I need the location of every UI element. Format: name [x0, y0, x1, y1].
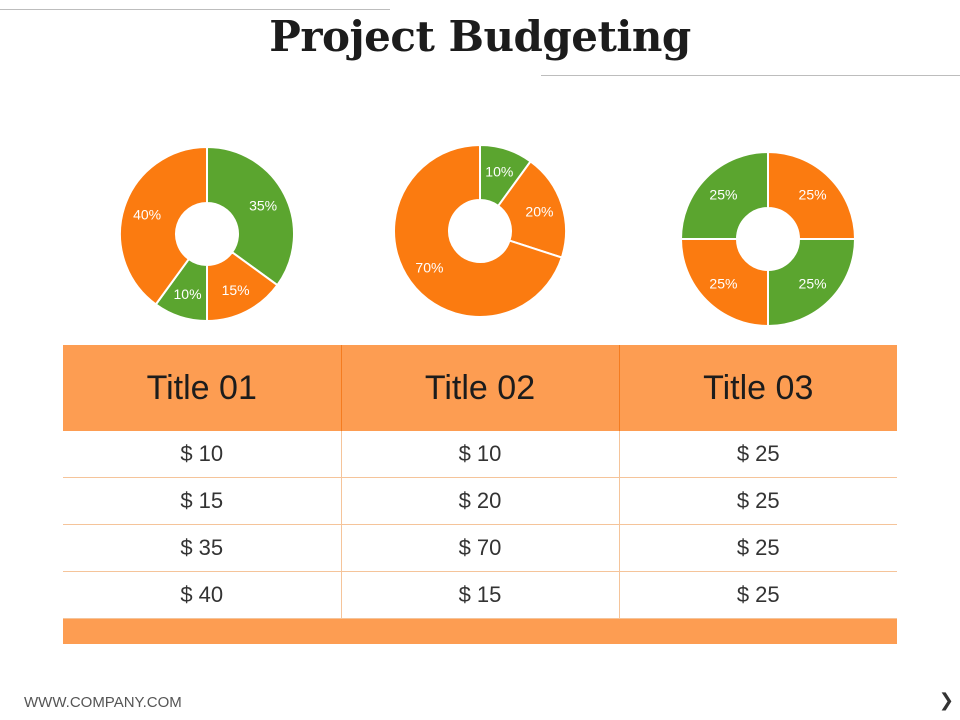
- table-cell: $ 20: [341, 477, 620, 525]
- table-cell: $ 10: [341, 431, 620, 478]
- table-cell: $ 70: [341, 524, 620, 572]
- slice-label: 25%: [709, 186, 737, 202]
- donut-slice: [119, 145, 208, 306]
- table-header-cell: Title 02: [341, 345, 620, 431]
- donut-slice: [767, 150, 857, 240]
- table-cell: $ 25: [619, 477, 897, 525]
- donut-chart-1: 35% 15% 10% 40%: [119, 145, 295, 323]
- slice-label: 25%: [799, 186, 827, 202]
- table-row: $ 35 $ 70 $ 25: [63, 524, 897, 572]
- donut-slice: [679, 238, 769, 328]
- page-title: Project Budgeting: [269, 12, 691, 61]
- slice-label: 20%: [525, 204, 553, 220]
- table-cell: $ 25: [619, 431, 897, 478]
- donut-slice: [393, 143, 564, 318]
- slice-label: 25%: [709, 276, 737, 292]
- donut-chart-3: 25% 25% 25% 25%: [679, 150, 857, 328]
- table-footer-bar: [63, 619, 897, 644]
- table-cell: $ 25: [619, 571, 897, 619]
- footer-website: WWW.COMPANY.COM: [24, 694, 182, 711]
- table-cell: $ 10: [63, 431, 342, 478]
- table-cell: $ 15: [341, 571, 620, 619]
- table-header-cell: Title 01: [63, 345, 342, 431]
- budget-table: Title 01 Title 02 Title 03 $ 10 $ 10 $ 2…: [63, 345, 897, 644]
- table-row: $ 10 $ 10 $ 25: [63, 431, 897, 478]
- table-cell: $ 35: [63, 524, 342, 572]
- slice-label: 15%: [222, 282, 250, 298]
- table-row: $ 40 $ 15 $ 25: [63, 571, 897, 619]
- donut-slice: [679, 150, 769, 240]
- table-cell: $ 15: [63, 477, 342, 525]
- donut-chart-2: 10% 20% 70%: [393, 143, 567, 318]
- donut-slice: [496, 160, 567, 259]
- slice-label: 70%: [415, 260, 443, 276]
- table-header-cell: Title 03: [619, 345, 897, 431]
- donut-slice: [206, 145, 295, 287]
- table-header-row: Title 01 Title 02 Title 03: [63, 345, 897, 431]
- slice-label: 35%: [249, 197, 277, 213]
- title-underline-rule: [541, 75, 960, 76]
- slice-label: 25%: [799, 276, 827, 292]
- table-row: $ 15 $ 20 $ 25: [63, 477, 897, 525]
- table-cell: $ 40: [63, 571, 342, 619]
- slice-label: 10%: [174, 286, 202, 302]
- top-rule: [0, 9, 390, 10]
- slice-label: 10%: [485, 164, 513, 180]
- donut-slice: [767, 238, 857, 328]
- chevron-right-icon[interactable]: ❯: [938, 690, 954, 711]
- table-cell: $ 25: [619, 524, 897, 572]
- slice-label: 40%: [133, 207, 161, 223]
